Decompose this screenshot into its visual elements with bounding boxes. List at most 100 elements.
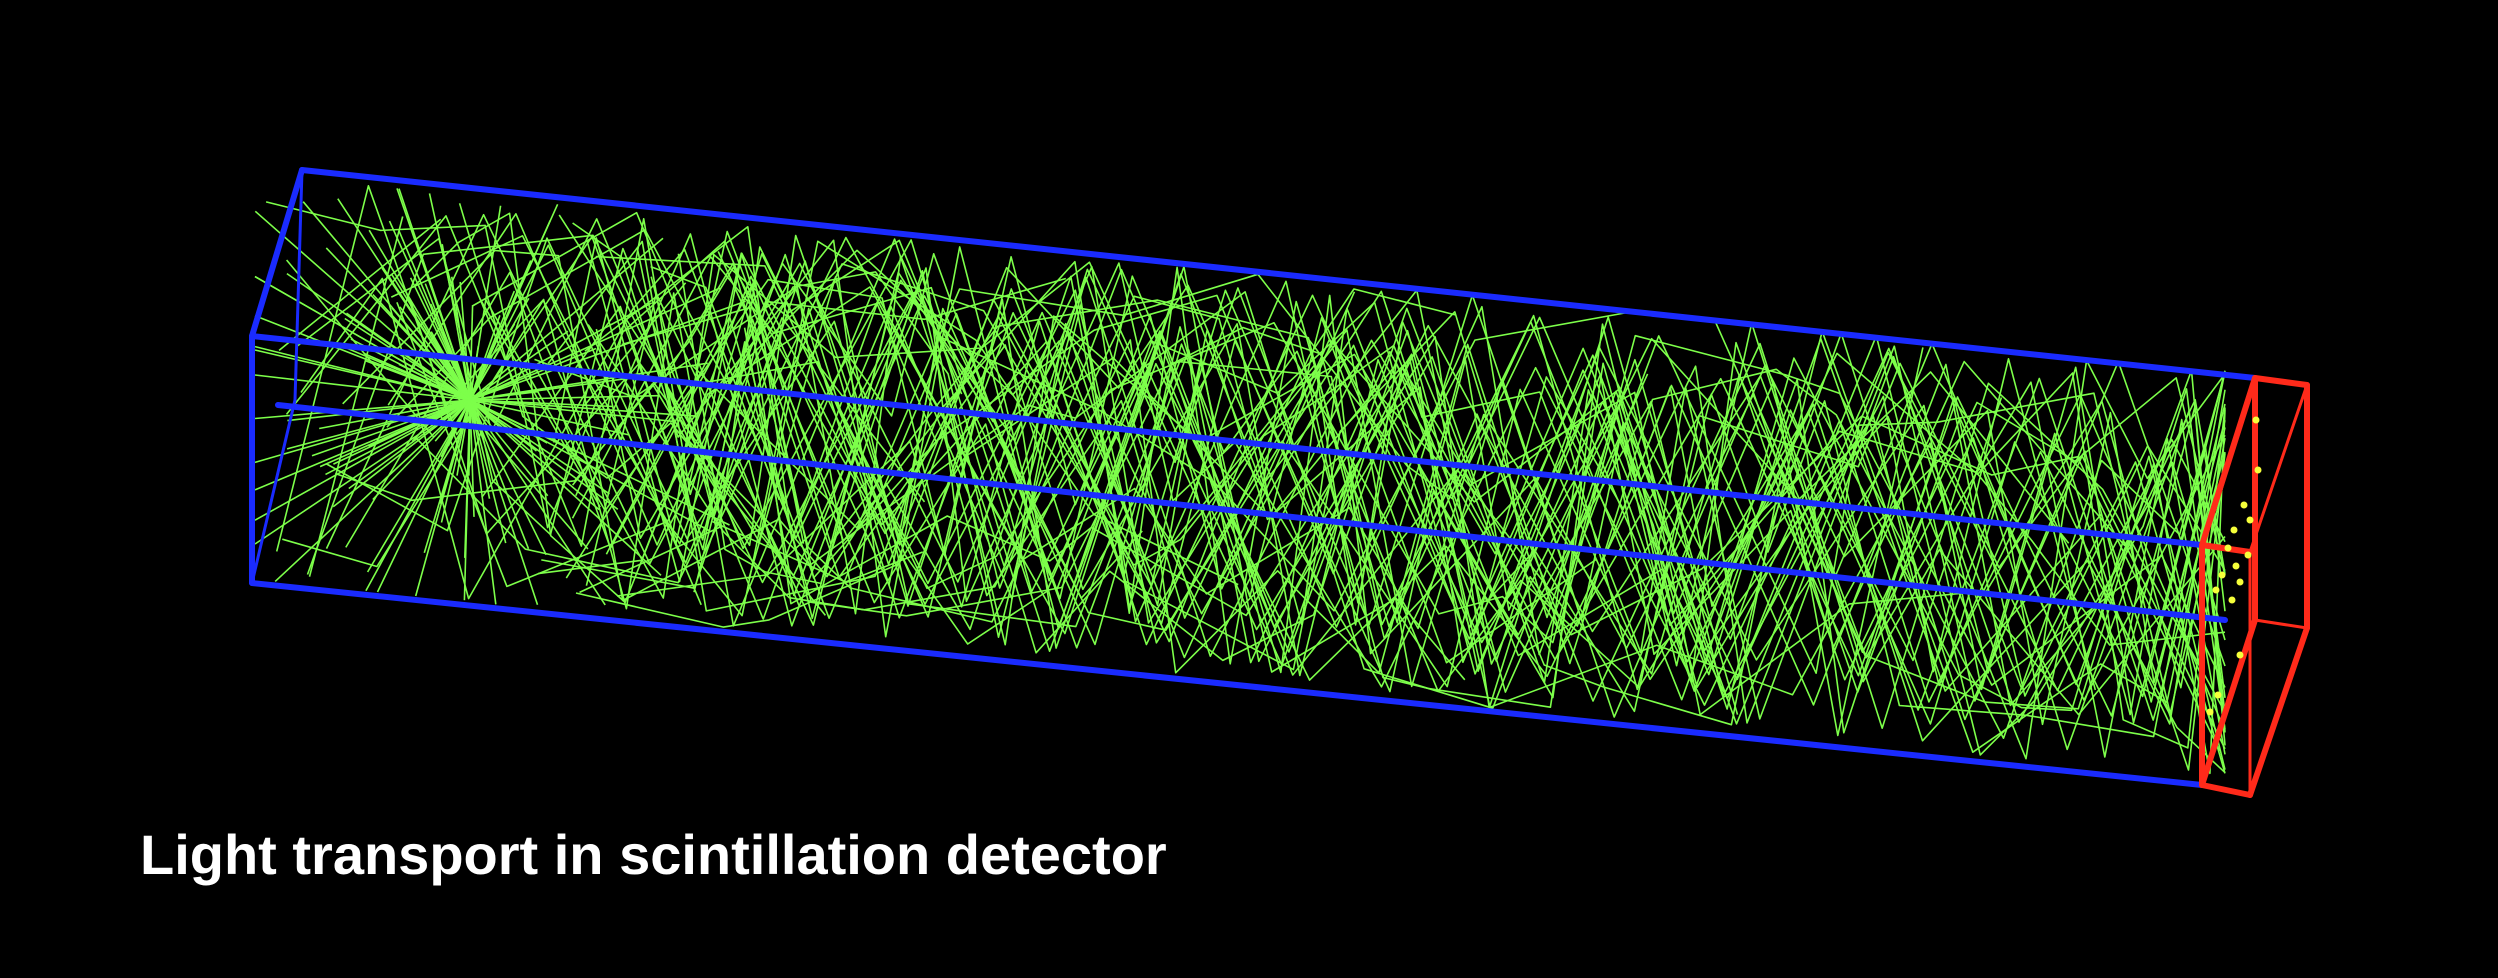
photon-track — [472, 211, 800, 607]
photon-track — [586, 240, 1595, 646]
photodetector-edge — [2248, 383, 2309, 554]
photon-track — [469, 305, 474, 401]
photon-track — [575, 298, 2226, 725]
photon-track — [346, 312, 471, 401]
scintillator-edge — [299, 167, 2258, 381]
photon-hits — [2206, 416, 2262, 716]
photon-track — [300, 248, 780, 600]
photon-track — [287, 399, 471, 422]
photon-hit-marker — [2224, 544, 2232, 552]
photon-track — [415, 236, 2226, 713]
photon-track — [469, 399, 673, 423]
photon-track — [469, 399, 630, 436]
photon-track — [344, 317, 471, 401]
photon-track — [285, 215, 2226, 726]
photodetector-outline — [2199, 375, 2310, 798]
photon-hit-marker — [2230, 526, 2238, 534]
photon-track — [311, 399, 471, 457]
photon-track — [650, 265, 1649, 693]
photon-hit-marker — [2252, 416, 2260, 424]
photon-track — [254, 399, 471, 464]
photon-track — [616, 310, 1739, 715]
photon-hit-marker — [2236, 651, 2244, 659]
photon-track — [325, 213, 2226, 771]
photon-track — [686, 291, 2226, 725]
photon-track — [388, 220, 471, 401]
photon-track — [479, 298, 601, 508]
photon-hit-marker — [2246, 516, 2254, 524]
photodetector-edge — [2247, 625, 2310, 798]
photon-track — [297, 218, 2221, 752]
scintillator-edge — [275, 402, 2228, 623]
photon-hit-marker — [2232, 562, 2240, 570]
photon-track — [278, 218, 442, 352]
photon-track — [734, 249, 2226, 754]
photon-track — [409, 295, 1143, 599]
caption: Light transport in scintillation detecto… — [140, 823, 1167, 886]
photon-track — [534, 255, 2226, 675]
photon-track — [396, 240, 1239, 617]
photon-hit-marker — [2206, 708, 2214, 716]
photon-track — [469, 297, 530, 401]
scintillator-end-face — [249, 167, 305, 586]
photon-track — [469, 237, 664, 401]
photon-tracks — [254, 185, 2226, 775]
photon-track — [440, 399, 471, 523]
scintillator-bar-outline — [249, 167, 2258, 788]
photon-track — [553, 237, 2226, 734]
photon-track — [469, 394, 659, 401]
photon-track — [398, 188, 471, 401]
photon-track — [302, 201, 471, 401]
photon-track — [434, 399, 471, 442]
photon-track — [333, 399, 471, 465]
photon-track — [411, 238, 2226, 760]
photon-hit-marker — [2218, 571, 2226, 579]
photon-track — [381, 267, 471, 401]
photon-track — [274, 399, 471, 582]
photon-hit-marker — [2236, 578, 2244, 586]
photon-track — [484, 255, 1356, 590]
photon-track — [325, 399, 471, 476]
photon-hit-marker — [2212, 586, 2220, 594]
photon-track — [469, 399, 614, 408]
photon-track — [691, 273, 2226, 774]
photon-track — [463, 399, 471, 601]
photon-track — [585, 271, 2226, 758]
photon-track — [336, 343, 471, 401]
photon-track — [595, 255, 2226, 749]
photon-track — [254, 374, 471, 401]
photon-track — [308, 216, 404, 577]
photon-track — [334, 266, 1924, 737]
photon-hit-marker — [2240, 501, 2248, 509]
photon-track — [571, 234, 1598, 664]
photon-track — [469, 399, 497, 605]
photon-hit-marker — [2244, 551, 2252, 559]
photon-track — [391, 274, 471, 401]
photon-track — [254, 275, 471, 401]
photon-track — [469, 345, 480, 401]
photon-hit-marker — [2214, 691, 2222, 699]
scintillator-edge — [250, 398, 297, 585]
scintillator-edge — [293, 168, 304, 402]
photon-track — [677, 253, 2226, 730]
photon-track — [584, 226, 2226, 646]
photon-track — [481, 305, 1466, 681]
photon-track — [390, 235, 963, 564]
photon-track — [372, 399, 471, 501]
photon-track — [469, 399, 606, 606]
photodetector-edge — [2199, 782, 2253, 798]
photon-track — [376, 399, 471, 593]
photon-track — [412, 212, 2226, 681]
photodetector-edge — [2253, 618, 2309, 630]
photon-hit-marker — [2228, 596, 2236, 604]
photon-track — [469, 203, 559, 401]
photon-track — [469, 399, 539, 606]
photodetector-edge — [2252, 375, 2310, 388]
photon-track — [254, 399, 471, 491]
photon-track — [440, 244, 702, 606]
scintillator-edge — [249, 580, 2205, 788]
scintillator-edge — [249, 333, 2205, 548]
photon-track — [342, 249, 2226, 723]
